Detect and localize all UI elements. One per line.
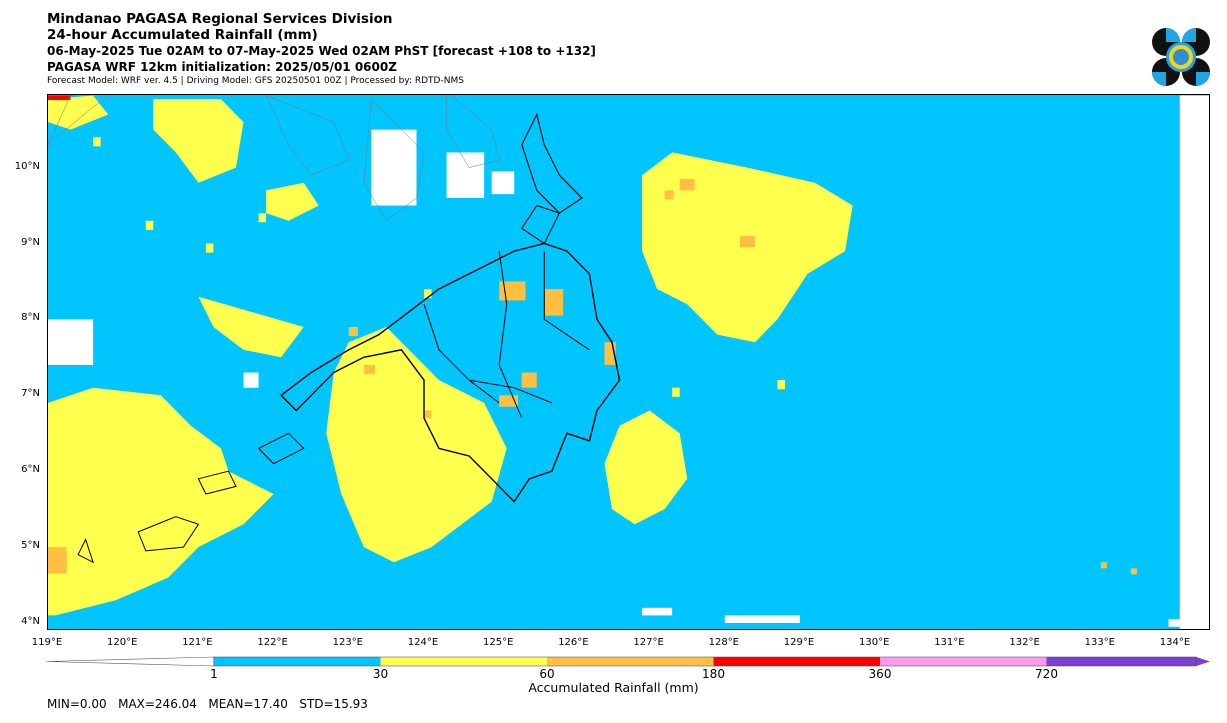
rainfall-map xyxy=(47,94,1210,630)
longitude-label: 131°E xyxy=(934,637,965,648)
initialization-info: PAGASA WRF 12km initialization: 2025/05/… xyxy=(47,60,397,74)
pagasa-logo-icon xyxy=(1152,28,1210,86)
longitude-label: 121°E xyxy=(182,637,213,648)
longitude-label: 133°E xyxy=(1084,637,1115,648)
colorbar-tick-label: 60 xyxy=(539,667,555,681)
colorbar-tick-label: 30 xyxy=(372,667,389,681)
colorbar-tick-label: 1 xyxy=(210,667,218,681)
longitude-label: 119°E xyxy=(31,637,63,648)
colorbar-tick-label: 360 xyxy=(868,667,892,681)
longitude-label: 134°E xyxy=(1159,637,1191,648)
colorbar-tick-label: 720 xyxy=(1035,667,1058,681)
colorbar-label: Accumulated Rainfall (mm) xyxy=(528,680,699,695)
latitude-label: 5°N xyxy=(21,540,40,552)
model-info: Forecast Model: WRF ver. 4.5 | Driving M… xyxy=(47,76,464,86)
forecast-period: 06-May-2025 Tue 02AM to 07-May-2025 Wed … xyxy=(47,44,596,58)
longitude-label: 125°E xyxy=(482,637,514,648)
longitude-label: 123°E xyxy=(332,637,363,648)
latitude-label: 4°N xyxy=(21,616,40,627)
latitude-label: 8°N xyxy=(21,312,40,324)
longitude-label: 122°E xyxy=(257,637,288,648)
colorbar-segment xyxy=(1046,657,1197,666)
map-subtitle: 24-hour Accumulated Rainfall (mm) xyxy=(47,27,318,43)
latitude-label: 6°N xyxy=(21,464,40,476)
colorbar-segment xyxy=(214,657,381,666)
colorbar-segment xyxy=(547,657,714,666)
colorbar-segment xyxy=(713,657,880,666)
longitude-label: 132°E xyxy=(1009,637,1040,648)
colorbar-extend-low xyxy=(47,656,215,667)
longitude-label: 129°E xyxy=(783,637,815,648)
map-title: Mindanao PAGASA Regional Services Divisi… xyxy=(47,11,393,27)
colorbar-segment xyxy=(380,657,547,666)
longitude-label: 126°E xyxy=(558,637,589,648)
longitude-label: 130°E xyxy=(858,637,890,648)
statistics-line: MIN=0.00 MAX=246.04 MEAN=17.40 STD=15.93 xyxy=(47,697,368,711)
latitude-label: 10°N xyxy=(14,160,40,172)
rainfall-map-canvas xyxy=(48,95,1209,629)
longitude-label: 128°E xyxy=(708,637,739,648)
longitude-label: 124°E xyxy=(407,637,439,648)
colorbar-tick-label: 180 xyxy=(702,667,725,681)
colorbar-segment xyxy=(880,657,1047,666)
colorbar xyxy=(47,656,1210,667)
longitude-label: 120°E xyxy=(106,637,138,648)
longitude-label: 127°E xyxy=(633,637,664,648)
colorbar-extend-high xyxy=(1196,657,1210,666)
latitude-label: 7°N xyxy=(21,388,40,400)
latitude-label: 9°N xyxy=(21,236,40,248)
